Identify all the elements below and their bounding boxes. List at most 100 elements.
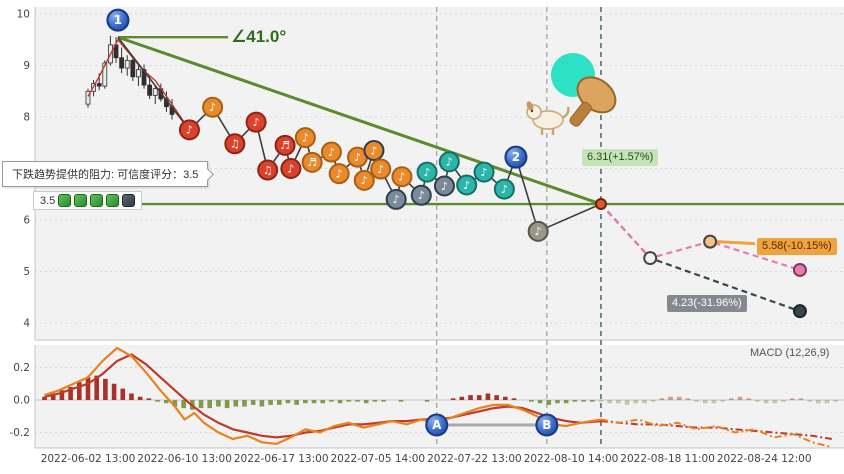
macd-hist-bar: [572, 400, 578, 402]
trend-angle-label: ∠41.0°: [231, 27, 287, 46]
dea-projection-line: [600, 420, 832, 440]
x-tick-label: 2022-06-17 13:00: [234, 453, 329, 465]
score-stickers: [58, 194, 136, 207]
macd-hist-bar: [103, 378, 108, 400]
note-marker[interactable]: ♪: [416, 161, 438, 183]
projected-low-price-label: 4.23(-31.96%): [667, 295, 747, 312]
macd-hist-bar: [650, 400, 656, 402]
svg-text:♬: ♬: [280, 139, 290, 152]
price-ytick-label: 9: [23, 60, 30, 72]
svg-text:♪: ♪: [377, 163, 384, 176]
note-marker[interactable]: ♬: [301, 151, 323, 173]
macd-hist-bar: [224, 400, 230, 409]
note-marker[interactable]: ♪: [363, 139, 385, 161]
svg-text:♪: ♪: [328, 146, 335, 159]
dif-projection-line: [600, 418, 833, 449]
macd-ytick-label: 0.0: [13, 395, 30, 407]
note-marker[interactable]: ♪: [410, 184, 432, 206]
note-marker[interactable]: ♪: [178, 119, 200, 141]
note-marker[interactable]: ♪: [456, 174, 478, 196]
note-marker[interactable]: ♫: [224, 133, 246, 155]
signal-path-line: [117, 36, 602, 233]
note-marker[interactable]: ♪: [245, 111, 267, 133]
projection-point[interactable]: [703, 234, 718, 249]
note-marker[interactable]: ♪: [328, 163, 350, 185]
macd-hist-bar: [833, 400, 838, 402]
svg-text:♪: ♪: [418, 189, 425, 202]
macd-hist-bar: [337, 400, 343, 404]
macd-hist-bar: [294, 400, 299, 405]
svg-text:♪: ♪: [446, 156, 453, 169]
macd-hist-bar: [50, 393, 56, 400]
dog-paddle-sticker: [526, 53, 617, 135]
macd-hist-bar: [668, 396, 673, 400]
macd-hist-bar: [285, 400, 291, 404]
macd-hist-bar: [172, 400, 178, 407]
note-marker[interactable]: ♪: [370, 158, 392, 180]
macd-hist-bar: [789, 398, 795, 400]
anchor-marker-B[interactable]: B: [535, 413, 559, 437]
note-marker[interactable]: ♪: [202, 96, 224, 118]
projection-point[interactable]: [792, 262, 807, 277]
macd-hist-bar: [694, 400, 699, 402]
macd-hist-bar: [450, 398, 456, 400]
projection-point[interactable]: [643, 251, 658, 266]
candle: [130, 59, 136, 78]
note-marker[interactable]: ♪: [493, 178, 515, 200]
macd-hist-bar: [589, 400, 595, 402]
macd-hist-bar: [59, 390, 65, 400]
dark-sticker-icon: [122, 194, 136, 207]
downtrend-line: [117, 35, 602, 206]
macd-params-label: MACD (12,26,9): [750, 347, 830, 359]
macd-hist-bar: [737, 396, 743, 400]
anchor-marker-A[interactable]: A: [425, 413, 449, 437]
macd-hist-bar: [363, 400, 369, 404]
x-tick-label: 2022-06-10 13:00: [137, 453, 232, 465]
ma-line: [87, 38, 190, 131]
note-marker[interactable]: ♪: [391, 166, 413, 188]
svg-text:♪: ♪: [393, 193, 400, 206]
macd-hist-bar: [329, 400, 334, 402]
candle: [147, 84, 153, 96]
projection-point[interactable]: [594, 198, 607, 211]
macd-hist-bar: [163, 400, 169, 404]
projection-point[interactable]: [792, 304, 807, 319]
macd-hist-bar: [77, 382, 82, 400]
svg-text:♪: ♪: [481, 166, 488, 179]
note-marker[interactable]: ♪: [280, 158, 302, 179]
note-marker[interactable]: ♪: [353, 169, 375, 191]
note-marker[interactable]: ♪: [294, 127, 316, 149]
candle: [136, 69, 141, 78]
note-marker[interactable]: ♪: [473, 161, 495, 183]
anchor-marker-2[interactable]: 2: [504, 145, 528, 169]
note-marker[interactable]: ♪: [320, 141, 342, 163]
macd-hist-bar: [798, 398, 804, 400]
confidence-score-value: 3.5: [40, 194, 56, 207]
price-ytick-label: 5: [23, 266, 30, 278]
note-marker[interactable]: ♪: [527, 220, 549, 242]
anchor-marker-1[interactable]: 1: [106, 8, 130, 32]
candle: [141, 69, 147, 86]
macd-hist-bar: [702, 400, 708, 404]
svg-text:♫: ♫: [230, 138, 240, 151]
svg-text:♪: ♪: [398, 171, 405, 184]
note-marker[interactable]: ♪: [385, 188, 407, 210]
macd-hist-bar: [137, 396, 143, 400]
green-sticker-icon: [74, 194, 88, 207]
note-marker[interactable]: ♫: [257, 159, 279, 181]
note-marker[interactable]: ♪: [438, 151, 460, 173]
macd-hist-bar: [746, 398, 752, 400]
note-marker[interactable]: ♪: [347, 146, 369, 168]
macd-hist-bar: [642, 400, 647, 404]
green-sticker-icon: [58, 194, 72, 207]
macd-hist-bar: [616, 400, 621, 404]
macd-hist-bar: [711, 400, 717, 404]
macd-hist-bar: [276, 400, 282, 405]
price-ytick-label: 10: [17, 9, 30, 21]
note-marker[interactable]: ♬: [274, 134, 296, 156]
note-marker[interactable]: ♪: [433, 175, 455, 197]
x-tick-label: 2022-07-05 14:00: [330, 453, 425, 465]
svg-text:♪: ♪: [354, 151, 361, 164]
macd-hist-bar: [398, 400, 404, 402]
